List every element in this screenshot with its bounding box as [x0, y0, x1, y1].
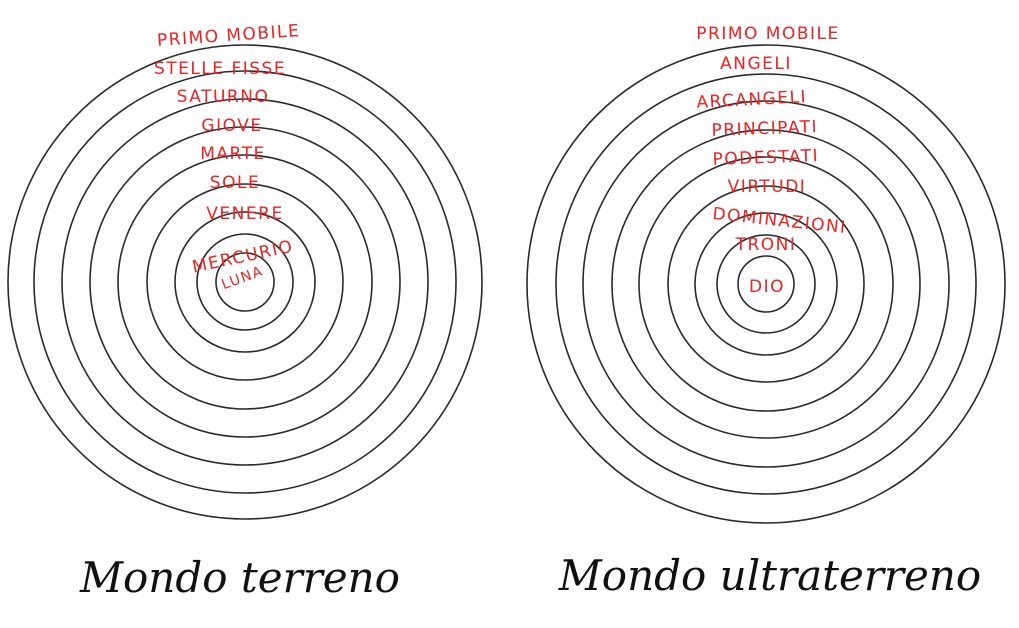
sphere-ring-6 [89, 126, 401, 438]
sphere-ring-8 [33, 70, 457, 494]
sphere-label-giove: GIOVE [201, 116, 262, 136]
sphere-ring-2 [196, 233, 294, 331]
sphere-label-arcangeli: ARCANGELI [696, 87, 808, 113]
sphere-ring-3 [174, 211, 316, 353]
sphere-label-marte: MARTE [200, 144, 266, 164]
sphere-label-saturno: SATURNO [177, 87, 270, 107]
sphere-label-troni: TRONI [735, 235, 797, 255]
sphere-ring-1 [215, 252, 275, 312]
sphere-label-dominazioni: DOMINAZIONI [711, 204, 847, 238]
sphere-ring-4 [667, 185, 865, 383]
diagram-caption-otherworldly: Mondo ultraterreno [558, 551, 981, 600]
sphere-label-podestati: PODESTATI [712, 146, 819, 170]
sphere-label-stelle-fisse: STELLE FISSE [154, 59, 286, 79]
sphere-ring-7 [61, 98, 429, 466]
sphere-ring-8 [555, 73, 977, 495]
sphere-ring-3 [694, 212, 838, 356]
sphere-label-angeli: ANGELI [720, 54, 792, 74]
diagram-caption-earthly: Mondo terreno [79, 553, 400, 602]
sphere-ring-9 [526, 44, 1006, 524]
sphere-label-virtudi: VIRTUDI [728, 177, 807, 197]
sphere-label-primo-mobile: PRIMO MOBILE [696, 24, 839, 44]
sphere-label-sole: SOLE [210, 173, 260, 193]
sphere-label-primo-mobile: PRIMO MOBILE [156, 21, 301, 51]
sphere-ring-6 [611, 129, 921, 439]
sphere-ring-7 [582, 100, 950, 468]
sphere-ring-5 [638, 156, 894, 412]
sphere-ring-1 [737, 255, 795, 313]
otherworldly-diagram: PRIMO MOBILE ANGELI ARCANGELI PRINCIPATI… [526, 24, 1006, 600]
sphere-label-principati: PRINCIPATI [711, 117, 818, 141]
sphere-ring-4 [146, 183, 344, 381]
sphere-label-venere: VENERE [206, 204, 283, 224]
sphere-ring-2 [716, 234, 816, 334]
sphere-ring-9 [7, 44, 483, 520]
sphere-ring-5 [117, 154, 373, 410]
earthly-world-diagram: PRIMO MOBILE STELLE FISSE SATURNO GIOVE … [7, 21, 483, 602]
sphere-label-dio: DIO [749, 277, 785, 297]
